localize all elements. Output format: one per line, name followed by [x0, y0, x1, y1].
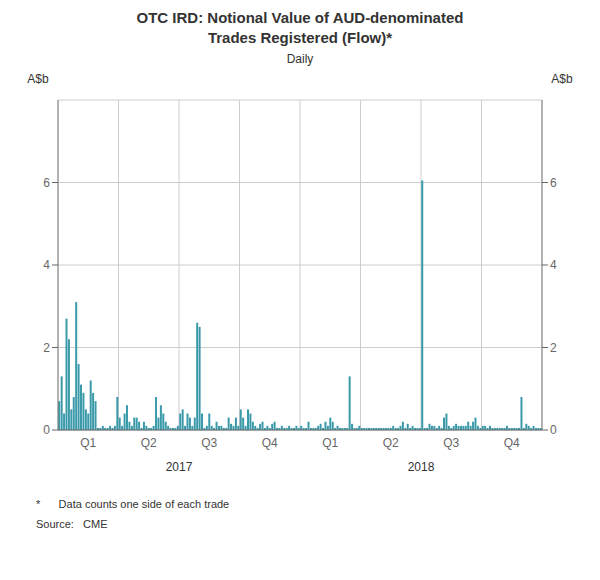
svg-text:Q3: Q3: [443, 436, 459, 450]
svg-text:6: 6: [43, 176, 50, 190]
html-text:Daily: Daily: [286, 52, 314, 66]
html-text:A$b: A$b: [27, 72, 49, 86]
svg-text:Q2: Q2: [383, 436, 399, 450]
svg-text:4: 4: [43, 258, 50, 272]
html-text:2018: 2018: [407, 460, 435, 474]
svg-text:Q2: Q2: [141, 436, 157, 450]
html-text:2017: 2017: [165, 460, 193, 474]
svg-text:0: 0: [43, 423, 50, 437]
svg-text:Q1: Q1: [322, 436, 338, 450]
html-text:* Data counts one side of each: * Data counts one side of each trade: [36, 498, 230, 510]
svg-text:Q1: Q1: [80, 436, 96, 450]
html-text:OTC IRD: Notional Value of AUD: OTC IRD: Notional Value of AUD-denominat…: [136, 9, 464, 46]
svg-text:Q4: Q4: [262, 436, 278, 450]
svg-text:2: 2: [550, 341, 557, 355]
html-text:A$b: A$b: [551, 72, 573, 86]
svg-text:Q4: Q4: [504, 436, 520, 450]
svg-text:2: 2: [43, 341, 50, 355]
html-text:Source: CME: Source: CME: [36, 518, 108, 530]
svg-text:4: 4: [550, 258, 557, 272]
svg-text:Q3: Q3: [201, 436, 217, 450]
svg-text:6: 6: [550, 176, 557, 190]
svg-text:0: 0: [550, 423, 557, 437]
